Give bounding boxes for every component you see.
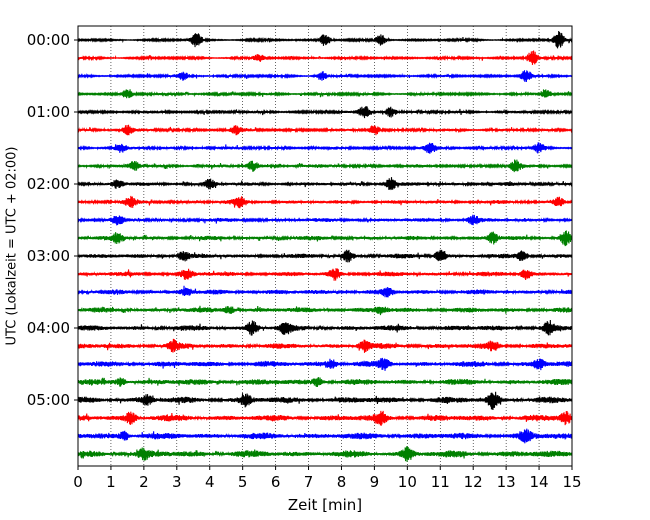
- trace-0400: [77, 319, 573, 336]
- x-tick-label-3: 3: [172, 473, 182, 491]
- trace-0545: [77, 446, 573, 462]
- x-tick-label-15: 15: [562, 473, 581, 491]
- trace-0415: [77, 338, 573, 353]
- trace-0300: [77, 249, 573, 263]
- x-tick-label-10: 10: [398, 473, 417, 491]
- x-tick-label-1: 1: [106, 473, 116, 491]
- trace-0500: [77, 391, 573, 410]
- trace-0115: [77, 124, 573, 136]
- trace-0530: [77, 428, 573, 444]
- y-tick-label-0200: 02:00: [27, 175, 70, 193]
- y-tick-label-0400: 04:00: [27, 319, 70, 337]
- x-axis-ticks: 0 1 2 3 4 5 6 7 8 9 10 11 12 13 14 15: [73, 466, 582, 491]
- x-tick-label-0: 0: [73, 473, 83, 491]
- trace-0130: [77, 142, 573, 154]
- x-axis-label: Zeit [min]: [288, 496, 362, 514]
- y-tick-label-0000: 00:00: [27, 31, 70, 49]
- trace-0200: [77, 177, 573, 191]
- minute-grid: [110, 26, 540, 466]
- trace-0445: [77, 377, 573, 387]
- trace-0515: [77, 410, 573, 426]
- trace-0045: [77, 89, 573, 99]
- trace-0100: [77, 106, 573, 119]
- x-tick-label-13: 13: [497, 473, 516, 491]
- trace-0430: [77, 357, 573, 371]
- trace-0000: [77, 31, 573, 49]
- x-tick-label-2: 2: [139, 473, 149, 491]
- trace-0230: [77, 214, 573, 226]
- y-axis-label: UTC (Lokalzeit = UTC + 02:00): [5, 147, 20, 346]
- y-axis-ticks: 00:00 01:00 02:00 03:00 04:00 05:00: [27, 31, 78, 409]
- x-tick-label-6: 6: [271, 473, 281, 491]
- trace-0330: [77, 285, 573, 298]
- trace-0030: [77, 70, 573, 82]
- y-tick-label-0500: 05:00: [27, 391, 70, 409]
- trace-0245: [77, 230, 573, 247]
- x-tick-label-5: 5: [238, 473, 248, 491]
- trace-0015: [77, 50, 573, 65]
- y-tick-label-0100: 01:00: [27, 103, 70, 121]
- trace-0345: [77, 305, 573, 316]
- x-tick-label-12: 12: [464, 473, 483, 491]
- trace-0315: [77, 268, 573, 281]
- x-tick-label-7: 7: [304, 473, 314, 491]
- seismogram-traces: [77, 31, 573, 462]
- x-tick-label-4: 4: [205, 473, 215, 491]
- x-tick-label-9: 9: [370, 473, 380, 491]
- trace-0215: [77, 195, 573, 209]
- trace-0145: [77, 159, 573, 173]
- x-tick-label-8: 8: [337, 473, 347, 491]
- y-tick-label-0300: 03:00: [27, 247, 70, 265]
- x-tick-label-14: 14: [530, 473, 549, 491]
- x-tick-label-11: 11: [431, 473, 450, 491]
- plot-frame: [77, 25, 573, 467]
